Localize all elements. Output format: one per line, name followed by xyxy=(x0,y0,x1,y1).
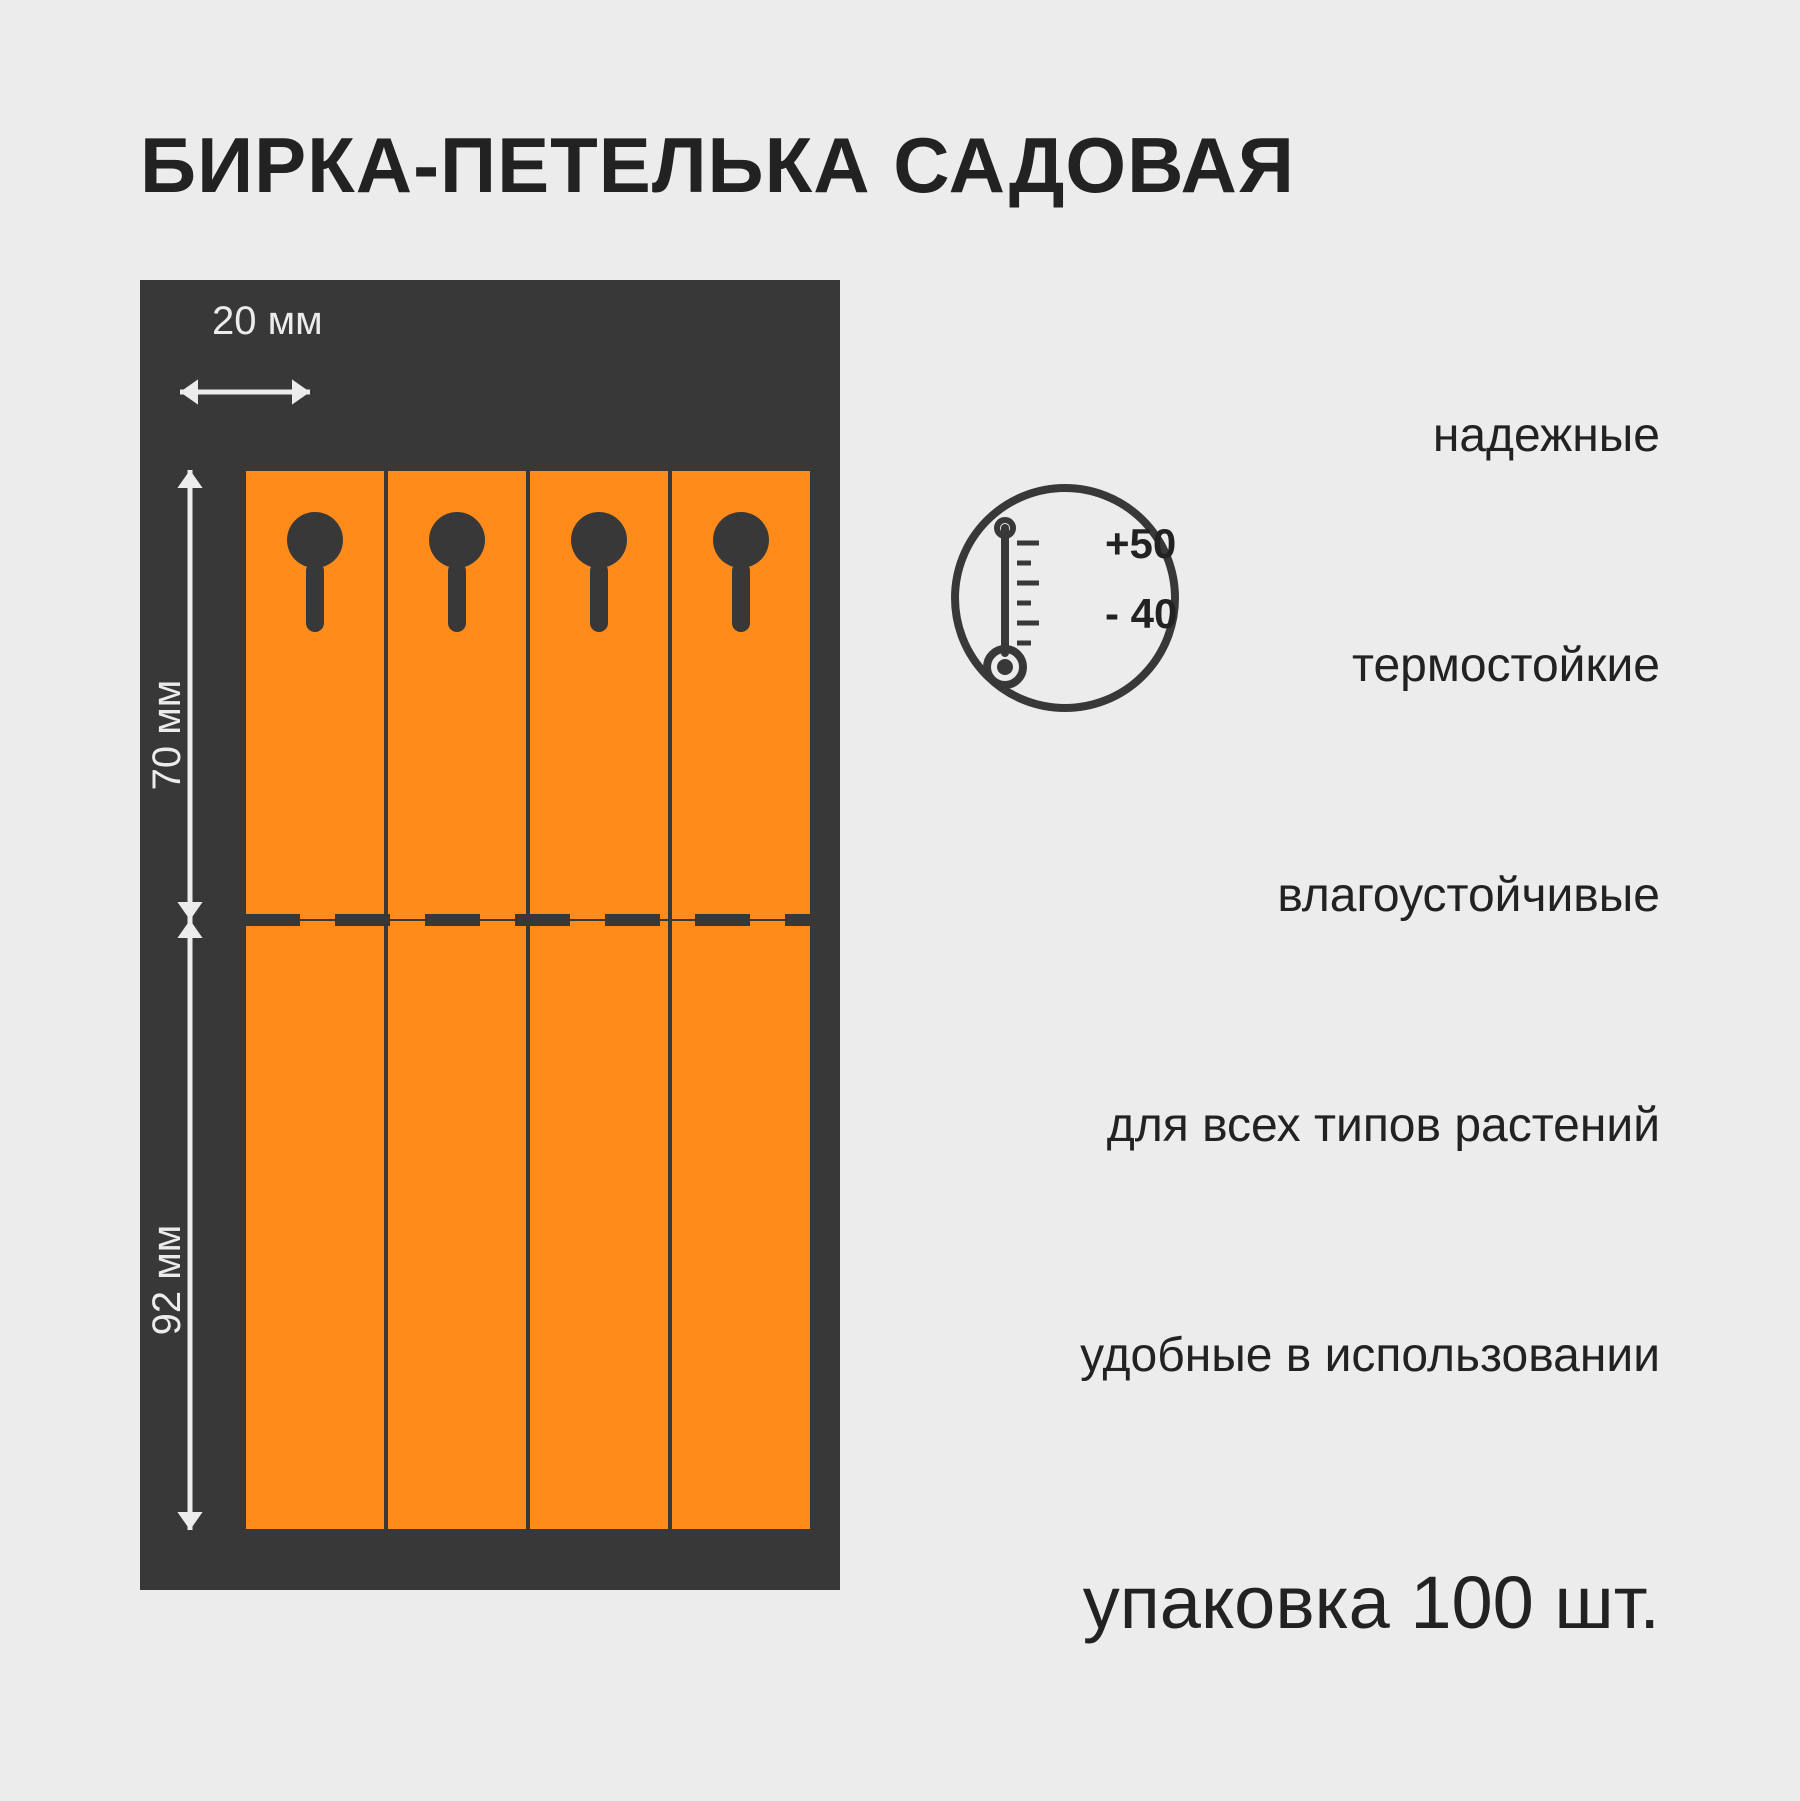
temperature-icon: +50 - 40 xyxy=(955,488,1177,708)
feature-item: влагоустойчивые xyxy=(1277,868,1660,923)
feature-item: надежные xyxy=(1433,408,1660,463)
height-top-label: 70 мм xyxy=(145,680,189,791)
tags-group xyxy=(245,470,811,1530)
height-bottom-label: 92 мм xyxy=(145,1225,189,1336)
keyslot-icon xyxy=(448,562,466,632)
keyhole-icon xyxy=(713,512,769,568)
keyslot-icon xyxy=(732,562,750,632)
tag-bottom xyxy=(245,920,385,1530)
keyslot-icon xyxy=(590,562,608,632)
keyhole-icon xyxy=(429,512,485,568)
keyslot-icon xyxy=(306,562,324,632)
tag-bottom xyxy=(671,920,811,1530)
keyhole-icon xyxy=(571,512,627,568)
feature-item: удобные в использовании xyxy=(1080,1328,1660,1383)
thermometer-fill-icon xyxy=(997,659,1013,675)
temp-high-label: +50 xyxy=(1105,520,1176,567)
pack-label: упаковка 100 шт. xyxy=(1083,1560,1660,1645)
keyhole-icon xyxy=(287,512,343,568)
feature-item: для всех типов растений xyxy=(1107,1098,1660,1153)
tag-bottom xyxy=(387,920,527,1530)
width-label: 20 мм xyxy=(212,299,323,343)
temp-low-label: - 40 xyxy=(1105,590,1177,637)
feature-item: термостойкие xyxy=(1352,638,1660,693)
tag-bottom xyxy=(529,920,669,1530)
